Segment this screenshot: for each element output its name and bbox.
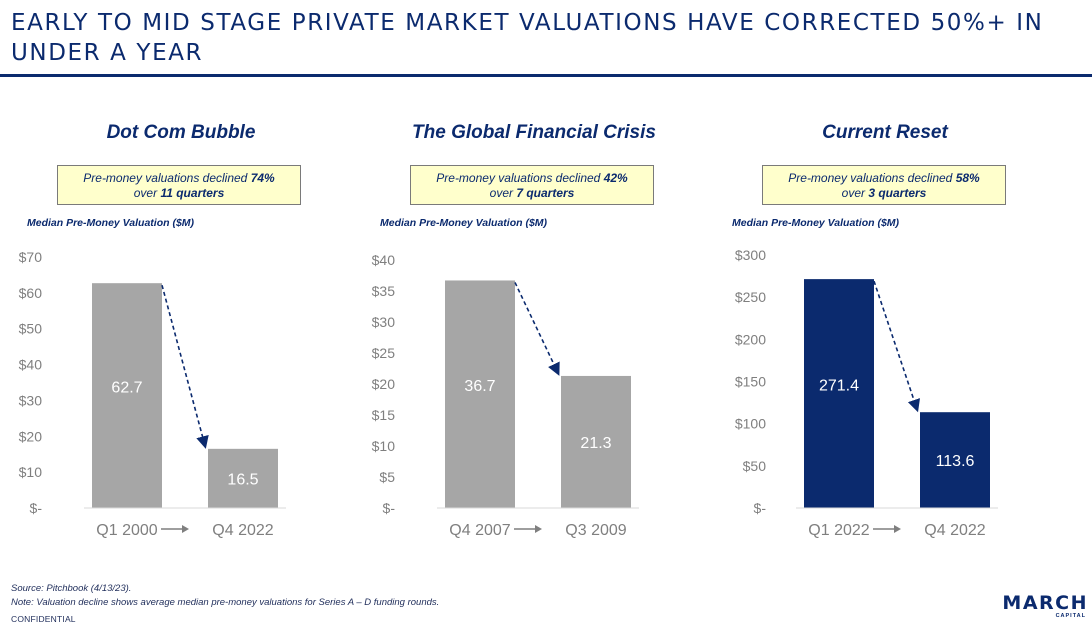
bar: [92, 283, 162, 508]
march-capital-logo: MARCH CAPITAL: [1002, 593, 1088, 619]
y-tick-label: $10: [372, 438, 396, 454]
y-tick-label: $300: [735, 247, 766, 263]
y-tick-label: $20: [19, 428, 43, 444]
callout-prefix: Pre-money valuations declined: [436, 171, 604, 185]
y-tick-label: $15: [372, 407, 396, 423]
y-tick-label: $-: [30, 500, 43, 516]
confidential-label: CONFIDENTIAL: [11, 614, 76, 624]
x-tick-label: Q4 2007: [449, 522, 510, 539]
bar-chart-dot-com: $- $10 $20 $30 $40 $50 $60 $70 62.7 Q1 2000 16.5 Q4…: [19, 249, 286, 539]
y-tick-label: $40: [372, 252, 396, 268]
logo-subtext: CAPITAL: [1055, 613, 1086, 619]
y-tick-label: $30: [372, 314, 396, 330]
y-tick-label: $40: [19, 357, 43, 373]
methodology-note: Note: Valuation decline shows average me…: [11, 597, 440, 608]
decline-callout: Pre-money valuations declined 58% over 3…: [762, 165, 1006, 205]
y-axis-label: Median Pre-Money Valuation ($M): [27, 217, 195, 229]
y-axis-label: Median Pre-Money Valuation ($M): [380, 217, 548, 229]
callout-prefix: Pre-money valuations declined: [83, 171, 251, 185]
y-tick-label: $-: [754, 500, 767, 516]
y-tick-label: $250: [735, 289, 766, 305]
y-tick-label: $35: [372, 283, 396, 299]
y-tick-label: $60: [19, 285, 43, 301]
bar-value-label: 16.5: [227, 471, 258, 488]
callout-percent: 74%: [250, 171, 275, 185]
panel-heading: Dot Com Bubble: [106, 122, 256, 143]
y-tick-label: $100: [735, 416, 766, 432]
decline-arrow: [873, 280, 921, 413]
decline-callout: Pre-money valuations declined 42% over 7…: [410, 165, 654, 205]
period-arrow-head: [535, 525, 542, 533]
bar-value-label: 271.4: [819, 377, 859, 394]
y-tick-label: $70: [19, 249, 43, 265]
y-tick-label: $50: [19, 321, 43, 337]
x-tick-label: Q4 2022: [212, 522, 273, 539]
decline-arrow: [161, 284, 209, 449]
y-tick-label: $20: [372, 376, 396, 392]
y-tick-label: $150: [735, 374, 766, 390]
bar-chart-gfc: $- $5 $10 $15 $20 $25 $30 $35 $40 36.7 Q4 2007 21.3…: [372, 252, 639, 539]
panel-dot-com: Dot Com Bubble Pre-money valuations decl…: [16, 112, 346, 552]
callout-period: 7 quarters: [516, 186, 575, 200]
x-tick-label: Q4 2022: [924, 522, 985, 539]
period-arrow-head: [182, 525, 189, 533]
bar: [920, 412, 990, 508]
decline-arrow: [514, 282, 560, 376]
bar-value-label: 36.7: [464, 378, 495, 395]
y-tick-label: $30: [19, 392, 43, 408]
callout-percent: 58%: [955, 171, 980, 185]
callout-period: 3 quarters: [868, 186, 927, 200]
page-title: EARLY TO MID STAGE PRIVATE MARKET VALUAT…: [11, 10, 1044, 66]
y-tick-label: $200: [735, 331, 766, 347]
callout-joiner: over: [489, 186, 517, 200]
callout-joiner: over: [841, 186, 869, 200]
bar-value-label: 62.7: [111, 380, 142, 397]
logo-wordmark: MARCH: [1002, 592, 1088, 614]
decline-callout: Pre-money valuations declined 74% over 1…: [57, 165, 301, 205]
bar: [445, 280, 515, 508]
bar-chart-current-reset: $- $50 $100 $150 $200 $250 $300 271.4 Q1 2022 113…: [735, 247, 998, 539]
title-divider: [0, 74, 1092, 77]
panel-heading: The Global Financial Crisis: [412, 122, 656, 143]
source-note: Source: Pitchbook (4/13/23).: [11, 583, 132, 594]
x-tick-label: Q1 2000: [96, 522, 157, 539]
panel-gfc: The Global Financial Crisis Pre-money va…: [369, 112, 699, 552]
callout-joiner: over: [133, 186, 161, 200]
x-tick-label: Q1 2022: [808, 522, 869, 539]
y-tick-label: $50: [743, 458, 767, 474]
y-tick-label: $25: [372, 345, 396, 361]
bar-value-label: 113.6: [936, 453, 975, 470]
x-tick-label: Q3 2009: [565, 522, 626, 539]
y-axis-label: Median Pre-Money Valuation ($M): [732, 217, 900, 229]
period-arrow-head: [894, 525, 901, 533]
panel-heading: Current Reset: [822, 122, 948, 143]
callout-prefix: Pre-money valuations declined: [788, 171, 956, 185]
panel-current-reset: Current Reset Pre-money valuations decli…: [720, 112, 1050, 552]
y-tick-label: $-: [383, 500, 396, 516]
y-tick-label: $10: [19, 464, 43, 480]
bar-value-label: 21.3: [580, 435, 611, 452]
y-tick-label: $5: [379, 469, 395, 485]
callout-percent: 42%: [603, 171, 628, 185]
bar: [804, 279, 874, 508]
bar: [208, 448, 278, 508]
callout-period: 11 quarters: [160, 186, 225, 200]
bar: [561, 375, 631, 508]
